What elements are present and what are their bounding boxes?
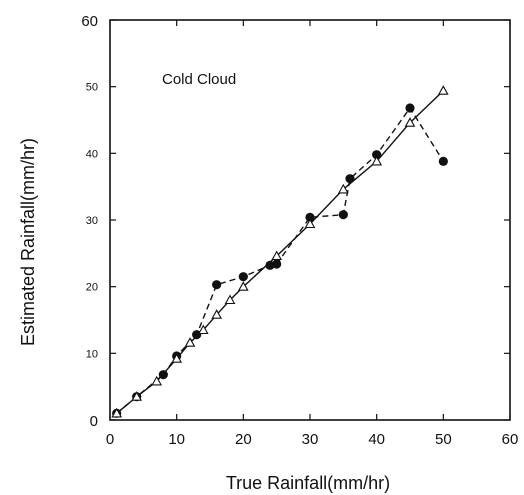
- series-lines: [116, 90, 444, 414]
- data-point-triangle: [304, 218, 316, 229]
- data-point-triangle: [224, 294, 236, 305]
- data-point-triangle: [337, 183, 349, 194]
- y-tick-label: 50: [86, 82, 98, 94]
- y-axis-label: Estimated Rainfall(mm/hr): [18, 138, 38, 346]
- data-point-circle: [212, 280, 222, 290]
- data-point-triangle: [404, 117, 416, 127]
- data-point-triangle: [197, 324, 209, 335]
- data-point-circle: [305, 212, 315, 222]
- y-tick-label: 0: [90, 413, 98, 430]
- chart-annotation: Cold Cloud: [162, 71, 236, 88]
- data-point-circle: [405, 103, 415, 113]
- data-point-circle: [238, 272, 248, 282]
- data-point-triangle: [371, 155, 383, 166]
- y-tick-label: 30: [86, 215, 98, 227]
- data-point-circle: [338, 210, 348, 220]
- x-tick-label: 30: [302, 431, 319, 448]
- data-point-triangle: [211, 309, 223, 319]
- data-point-triangle: [131, 391, 143, 401]
- y-tick-label: 10: [86, 348, 98, 360]
- data-point-triangle: [171, 353, 183, 363]
- data-point-circle: [438, 156, 448, 166]
- data-point-triangle: [184, 337, 196, 347]
- x-tick-label: 50: [435, 431, 452, 448]
- series-markers: [111, 85, 449, 418]
- series-line-2: [116, 90, 444, 414]
- axis-tick-labels: 0 10 20 30 40 50 60 0 10 20 30 40 50 60: [81, 13, 518, 448]
- y-tick-label: 20: [86, 282, 98, 294]
- x-tick-label: 20: [235, 431, 252, 448]
- x-tick-label: 60: [502, 431, 519, 448]
- x-tick-label: 0: [106, 431, 114, 448]
- x-axis-label: True Rainfall(mm/hr): [226, 473, 390, 493]
- data-point-triangle: [151, 375, 163, 386]
- data-point-triangle: [237, 281, 249, 291]
- data-point-circle: [272, 259, 282, 269]
- series-line-1: [116, 106, 444, 414]
- axis-ticks: [109, 19, 511, 421]
- data-point-triangle: [271, 250, 283, 261]
- data-point-circle: [372, 150, 382, 160]
- data-point-triangle: [111, 407, 123, 418]
- data-point-circle: [345, 174, 355, 184]
- data-point-circle: [158, 370, 168, 380]
- x-tick-label: 40: [368, 431, 385, 448]
- y-tick-label: 60: [81, 13, 98, 30]
- y-tick-label: 40: [86, 148, 98, 160]
- data-point-triangle: [437, 85, 449, 95]
- x-tick-label: 10: [168, 431, 185, 448]
